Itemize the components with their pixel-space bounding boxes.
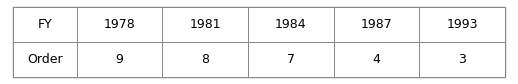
- Text: 1993: 1993: [447, 18, 478, 31]
- Bar: [13, 7, 505, 77]
- Bar: [420, 7, 505, 42]
- Bar: [13, 7, 77, 42]
- Bar: [248, 7, 334, 42]
- Bar: [162, 7, 248, 42]
- Bar: [77, 7, 162, 42]
- Text: 1978: 1978: [104, 18, 135, 31]
- Text: 1987: 1987: [361, 18, 393, 31]
- Text: 1981: 1981: [189, 18, 221, 31]
- Bar: [77, 42, 162, 77]
- Text: Order: Order: [27, 53, 63, 66]
- Bar: [13, 42, 77, 77]
- Bar: [334, 7, 420, 42]
- Bar: [420, 42, 505, 77]
- Text: 4: 4: [372, 53, 380, 66]
- Bar: [248, 42, 334, 77]
- Text: FY: FY: [37, 18, 52, 31]
- Text: 8: 8: [201, 53, 209, 66]
- Text: 3: 3: [458, 53, 466, 66]
- Text: 9: 9: [116, 53, 123, 66]
- Text: 1984: 1984: [275, 18, 307, 31]
- Text: 7: 7: [287, 53, 295, 66]
- Bar: [162, 42, 248, 77]
- Bar: [334, 42, 420, 77]
